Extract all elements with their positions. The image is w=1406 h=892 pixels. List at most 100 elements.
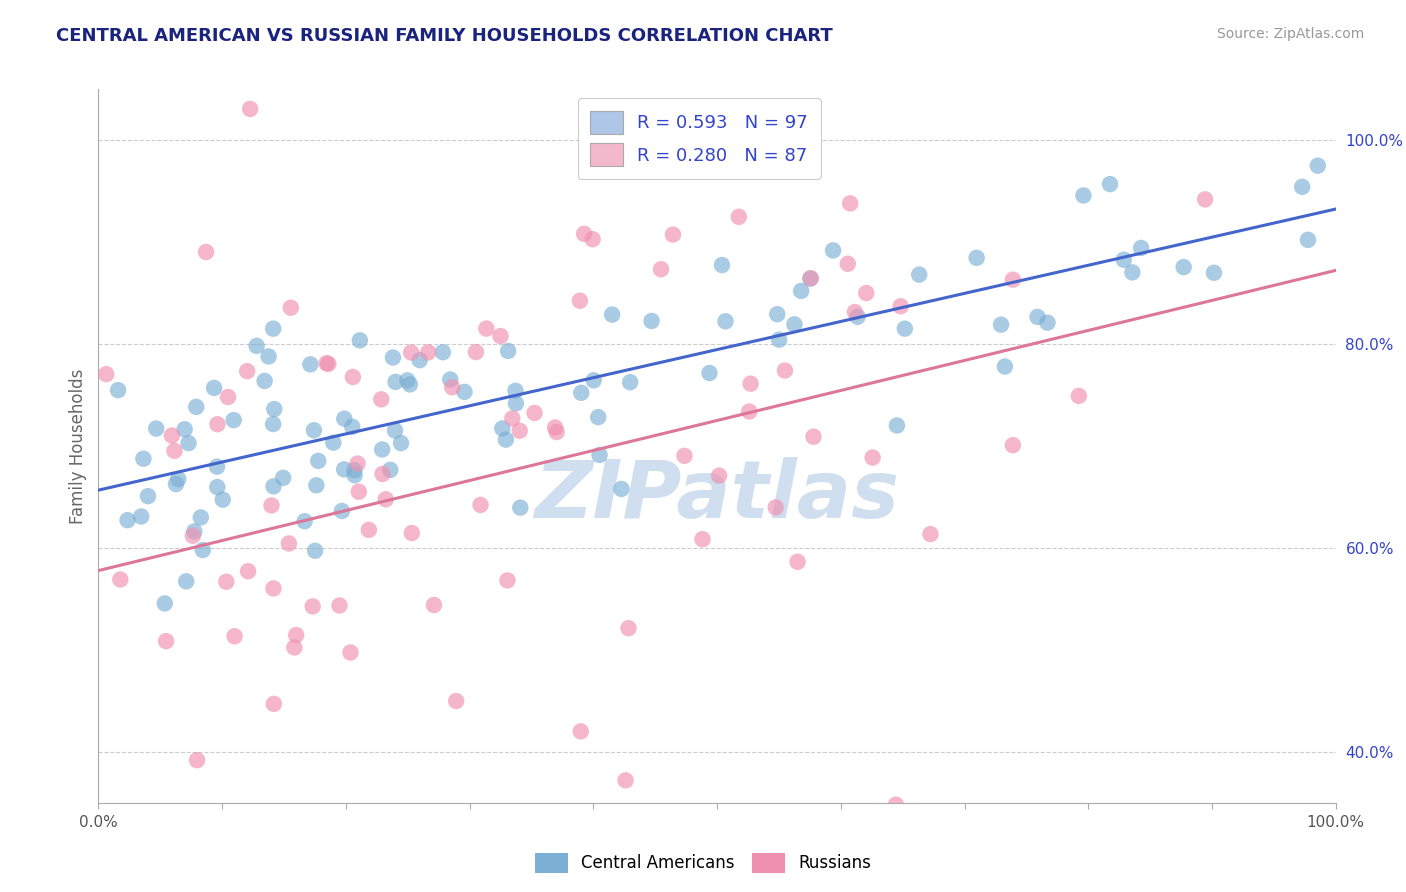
Point xyxy=(786,555,808,569)
Point xyxy=(301,599,323,614)
Point xyxy=(489,329,512,343)
Point xyxy=(399,377,422,392)
Point xyxy=(831,867,853,881)
Point xyxy=(117,513,139,527)
Point xyxy=(263,479,285,493)
Point xyxy=(217,390,239,404)
Point xyxy=(263,697,285,711)
Point xyxy=(491,421,513,435)
Point xyxy=(262,321,284,335)
Point xyxy=(614,773,637,788)
Point xyxy=(1202,266,1225,280)
Point xyxy=(768,333,790,347)
Point xyxy=(174,574,197,589)
Point xyxy=(710,258,733,272)
Point xyxy=(640,314,662,328)
Point xyxy=(239,102,262,116)
Point xyxy=(155,634,177,648)
Point xyxy=(283,640,305,655)
Point xyxy=(181,529,204,543)
Point xyxy=(600,308,623,322)
Point xyxy=(163,443,186,458)
Point xyxy=(505,384,527,398)
Point xyxy=(496,574,519,588)
Point xyxy=(568,293,591,308)
Point xyxy=(441,380,464,394)
Point xyxy=(855,286,877,301)
Point xyxy=(453,384,475,399)
Point xyxy=(304,543,326,558)
Point xyxy=(294,514,316,528)
Point xyxy=(339,645,361,659)
Point xyxy=(1296,233,1319,247)
Point xyxy=(399,345,422,359)
Point xyxy=(444,694,467,708)
Point xyxy=(401,526,423,541)
Point xyxy=(844,305,866,319)
Point xyxy=(167,472,190,486)
Point xyxy=(572,227,595,241)
Point xyxy=(253,374,276,388)
Point xyxy=(673,449,696,463)
Point xyxy=(343,463,366,477)
Point xyxy=(389,436,412,450)
Point xyxy=(224,629,246,643)
Point xyxy=(662,227,685,242)
Point xyxy=(619,376,641,390)
Point xyxy=(990,318,1012,332)
Point xyxy=(170,851,193,865)
Point xyxy=(381,351,404,365)
Point xyxy=(96,367,118,381)
Point xyxy=(617,621,640,635)
Point xyxy=(727,210,749,224)
Point xyxy=(1026,310,1049,324)
Point xyxy=(1194,192,1216,206)
Point xyxy=(475,321,498,335)
Point xyxy=(773,363,796,377)
Point xyxy=(222,413,245,427)
Point xyxy=(586,410,609,425)
Point xyxy=(262,582,284,596)
Point xyxy=(205,459,228,474)
Point xyxy=(342,370,364,384)
Point xyxy=(569,724,592,739)
Text: 100.0%: 100.0% xyxy=(1306,815,1365,830)
Point xyxy=(380,463,402,477)
Point xyxy=(333,462,356,476)
Point xyxy=(803,430,825,444)
Point xyxy=(374,492,396,507)
Point xyxy=(328,599,350,613)
Point xyxy=(370,392,392,407)
Point xyxy=(302,423,325,437)
Point xyxy=(357,523,380,537)
Point xyxy=(740,376,762,391)
Point xyxy=(1112,252,1135,267)
Point xyxy=(160,428,183,442)
Point xyxy=(707,468,730,483)
Point xyxy=(1001,273,1024,287)
Point xyxy=(692,532,714,546)
Point xyxy=(186,753,208,767)
Point xyxy=(198,826,221,840)
Text: Source: ZipAtlas.com: Source: ZipAtlas.com xyxy=(1216,27,1364,41)
Point xyxy=(1001,438,1024,452)
Point xyxy=(799,271,821,285)
Point xyxy=(908,268,931,282)
Point xyxy=(714,314,737,328)
Point xyxy=(432,345,454,359)
Point xyxy=(582,373,605,387)
Legend: R = 0.593   N = 97, R = 0.280   N = 87: R = 0.593 N = 97, R = 0.280 N = 87 xyxy=(578,98,821,179)
Text: CENTRAL AMERICAN VS RUSSIAN FAMILY HOUSEHOLDS CORRELATION CHART: CENTRAL AMERICAN VS RUSSIAN FAMILY HOUSE… xyxy=(56,27,832,45)
Point xyxy=(344,811,367,825)
Point xyxy=(1130,241,1153,255)
Point xyxy=(277,536,299,550)
Point xyxy=(920,527,942,541)
Point xyxy=(207,480,229,494)
Point xyxy=(195,245,218,260)
Point xyxy=(544,420,567,434)
Point xyxy=(236,364,259,378)
Point xyxy=(523,406,546,420)
Point xyxy=(165,477,187,491)
Point xyxy=(299,357,322,371)
Point xyxy=(315,356,337,370)
